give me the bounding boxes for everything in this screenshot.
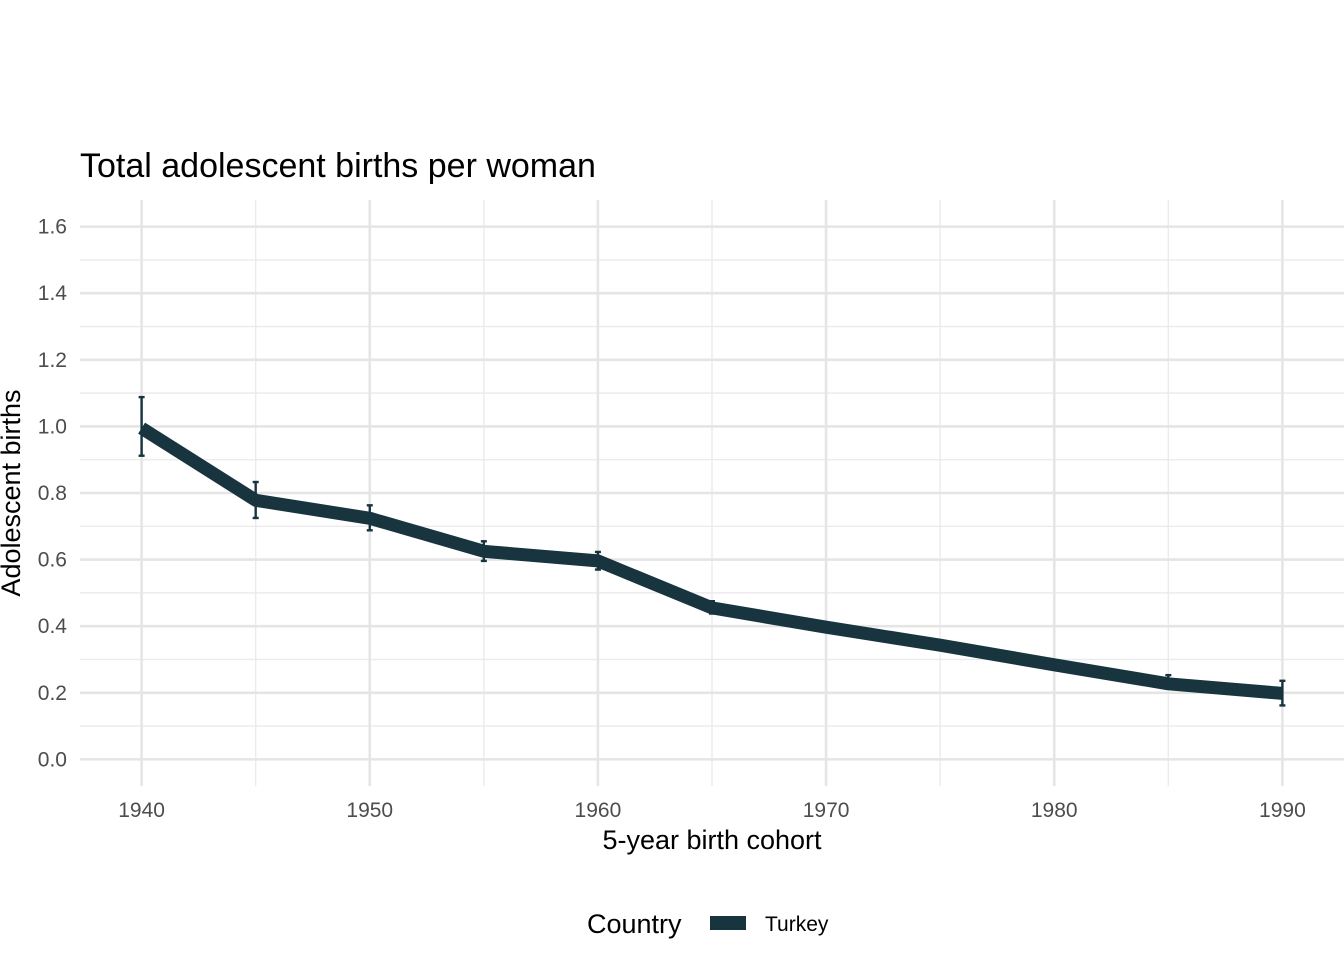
error-bar — [1165, 673, 1172, 690]
y-axis-title: Adolescent births — [0, 389, 26, 596]
legend-key-turkey — [710, 916, 746, 930]
y-tick-label: 0.6 — [38, 549, 67, 572]
x-tick-labels: 1940 1950 1960 1970 1980 1990 — [118, 799, 1306, 822]
error-bar — [1051, 658, 1058, 671]
y-tick-label: 0.0 — [38, 748, 67, 771]
error-bar — [937, 639, 944, 651]
x-tick-label: 1950 — [346, 799, 393, 822]
y-tick-label: 0.2 — [38, 682, 67, 705]
error-bar — [480, 540, 487, 563]
y-tick-labels: 0.0 0.2 0.4 0.6 0.8 1.0 1.2 1.4 1.6 — [38, 216, 68, 772]
error-bar — [823, 621, 830, 633]
y-tick-label: 0.4 — [38, 615, 68, 638]
error-bar — [252, 480, 259, 520]
error-bar — [709, 600, 715, 615]
x-tick-label: 1960 — [575, 799, 622, 822]
error-bar — [594, 550, 601, 571]
x-tick-label: 1940 — [118, 799, 165, 822]
legend-title: Country — [587, 909, 682, 939]
y-tick-label: 1.4 — [38, 282, 68, 305]
x-axis-title: 5-year birth cohort — [602, 825, 822, 855]
legend: Country Turkey — [587, 909, 829, 939]
error-bar — [366, 504, 373, 532]
y-tick-label: 1.6 — [38, 216, 67, 239]
y-tick-label: 0.8 — [38, 482, 67, 505]
series-layer — [138, 395, 1286, 707]
legend-label-turkey: Turkey — [765, 913, 829, 936]
y-tick-label: 1.2 — [38, 349, 67, 372]
chart-title: Total adolescent births per woman — [80, 147, 596, 185]
error-bar — [1279, 679, 1286, 707]
gridlines — [80, 200, 1344, 786]
error-bar — [138, 395, 145, 457]
x-tick-label: 1990 — [1259, 799, 1306, 822]
y-tick-label: 1.0 — [38, 415, 67, 438]
x-tick-label: 1980 — [1031, 799, 1078, 822]
x-tick-label: 1970 — [803, 799, 850, 822]
